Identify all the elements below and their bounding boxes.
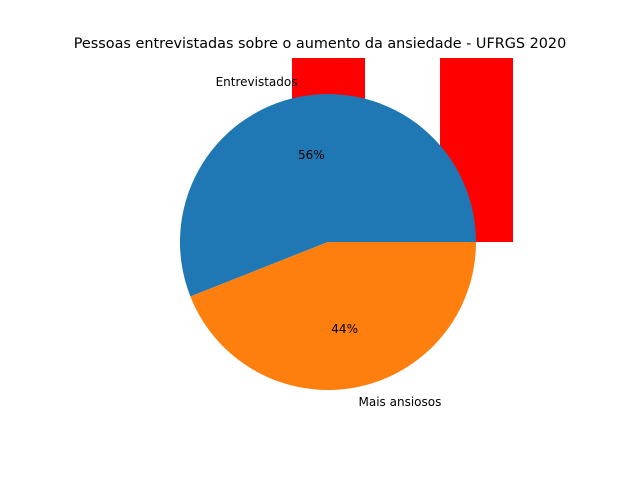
slice-percent-label: 44% (331, 322, 358, 336)
slice-percent-label: 56% (298, 148, 325, 162)
pie-slice (180, 94, 477, 297)
pie-slice (190, 242, 477, 391)
slice-category-label: Entrevistados (216, 75, 298, 89)
chart-title: Pessoas entrevistadas sobre o aumento da… (74, 36, 566, 52)
pie-labels: 56% Entrevistados 44% Mais ansiosos (216, 75, 442, 409)
pie-slices (180, 94, 477, 391)
slice-category-label: Mais ansiosos (359, 395, 442, 409)
